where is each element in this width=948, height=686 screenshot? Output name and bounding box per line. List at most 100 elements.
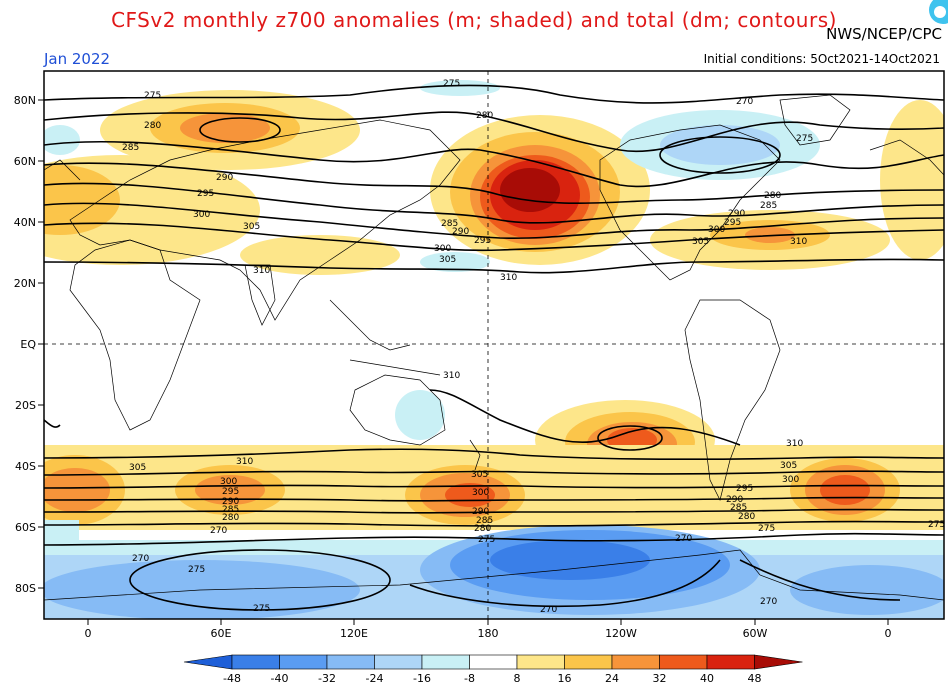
colorbar-tick-label: -8 [464, 672, 475, 685]
colorbar-segment [516, 654, 565, 670]
contour-label: 270 [675, 534, 692, 544]
contour-label: 280 [222, 513, 239, 523]
contour-label: 295 [197, 189, 214, 199]
contour-label: 280 [764, 191, 781, 201]
contour-label: 290 [728, 209, 745, 219]
colorbar-tick-label: -48 [223, 672, 241, 685]
contour-label: 275 [253, 604, 270, 614]
lon-label: 0 [85, 627, 92, 640]
contour-label: 270 [736, 97, 753, 107]
contour-label: 300 [434, 244, 451, 254]
colorbar-tick-label: -24 [366, 672, 384, 685]
contour-label: 310 [236, 457, 253, 467]
colorbar-segment [374, 654, 423, 670]
colorbar-left-arrow [183, 654, 233, 670]
contour-label: 300 [472, 488, 489, 498]
contour-label: 275 [478, 535, 495, 545]
colorbar-segment [659, 654, 708, 670]
longitude-axis: 0 60E 120E 180 120W 60W 0 [85, 619, 892, 640]
contour-label: 280 [738, 512, 755, 522]
colorbar-segment [564, 654, 613, 670]
contour-label: 295 [736, 484, 753, 494]
map-title: CFSv2 monthly z700 anomalies (m; shaded)… [111, 8, 837, 32]
latitude-axis: 80N 60N 40N 20N EQ 20S 40S 60S 80S [14, 94, 44, 595]
colorbar-segment [421, 654, 470, 670]
colorbar-tick-label: 32 [653, 672, 667, 685]
lon-label: 0 [885, 627, 892, 640]
contour-label: 310 [500, 273, 517, 283]
contour-label: 270 [132, 554, 149, 564]
contour-label: 280 [474, 524, 491, 534]
colorbar-tick-label: -40 [271, 672, 289, 685]
colorbar-tick-label: 16 [558, 672, 572, 685]
colorbar-tick-label: 48 [748, 672, 762, 685]
contour-label: 270 [760, 597, 777, 607]
contour-value-labels: 275 275 280 280 270 275 285 290 295 300 … [122, 79, 945, 615]
colorbar: -48 -40 -32 -24 -16 -8 8 16 24 32 40 48 [183, 654, 803, 685]
colorbar-segment [706, 654, 755, 670]
contour-label: 305 [129, 463, 146, 473]
lon-label: 120W [605, 627, 637, 640]
lat-label: 20S [15, 399, 36, 412]
contour-label: 275 [928, 520, 945, 530]
contour-label: 290 [472, 507, 489, 517]
colorbar-segment [326, 654, 375, 670]
contour-label: 270 [210, 526, 227, 536]
lat-label: 40S [15, 460, 36, 473]
contour-label: 280 [476, 111, 493, 121]
initial-conditions-label: Initial conditions: 5Oct2021-14Oct2021 [703, 52, 940, 66]
noaa-logo-icon [929, 0, 948, 24]
contour-label: 310 [443, 371, 460, 381]
colorbar-segment [469, 654, 518, 670]
contour-label: 275 [443, 79, 460, 89]
colorbar-segment [611, 654, 660, 670]
lat-label: 80S [15, 582, 36, 595]
contour-label: 290 [726, 495, 743, 505]
map-frame [43, 70, 945, 620]
contour-label: 290 [222, 497, 239, 507]
contour-label: 275 [144, 91, 161, 101]
contour-label: 285 [441, 219, 458, 229]
contour-label: 310 [786, 439, 803, 449]
lon-label: 120E [340, 627, 368, 640]
lat-label: 80N [14, 94, 36, 107]
colorbar-right-arrow [754, 654, 803, 670]
colorbar-tick-label: 8 [514, 672, 521, 685]
colorbar-tick-label: -16 [413, 672, 431, 685]
colorbar-tick-label: 40 [700, 672, 714, 685]
contour-label: 275 [188, 565, 205, 575]
contour-label: 305 [692, 237, 709, 247]
contour-label: 280 [144, 121, 161, 131]
contour-label: 285 [476, 516, 493, 526]
contour-label: 295 [474, 236, 491, 246]
lon-label: 60E [211, 627, 232, 640]
lat-label: 60S [15, 521, 36, 534]
contour-label: 295 [222, 487, 239, 497]
contour-label: 290 [452, 227, 469, 237]
lat-label: 20N [14, 277, 36, 290]
colorbar-tick-label: -32 [318, 672, 336, 685]
height-contours [44, 84, 944, 611]
colorbar-segment [279, 654, 328, 670]
anomaly-shading [44, 80, 944, 619]
contour-label: 310 [253, 266, 270, 276]
contour-label: 275 [758, 524, 775, 534]
colorbar-tick-label: 24 [605, 672, 619, 685]
contour-label: 290 [216, 173, 233, 183]
contour-label: 305 [439, 255, 456, 265]
contour-label: 285 [730, 503, 747, 513]
contour-label: 285 [760, 201, 777, 211]
contour-label: 300 [193, 210, 210, 220]
lat-label: EQ [20, 338, 36, 351]
lat-label: 40N [14, 216, 36, 229]
colorbar-segment [231, 654, 280, 670]
contour-label: 275 [796, 134, 813, 144]
contour-label: 285 [122, 143, 139, 153]
contour-label: 285 [222, 505, 239, 515]
lon-label: 60W [743, 627, 768, 640]
contour-label: 310 [790, 237, 807, 247]
contour-label: 305 [471, 470, 488, 480]
contour-label: 270 [540, 605, 557, 615]
agency-label: NWS/NCEP/CPC [826, 25, 942, 43]
